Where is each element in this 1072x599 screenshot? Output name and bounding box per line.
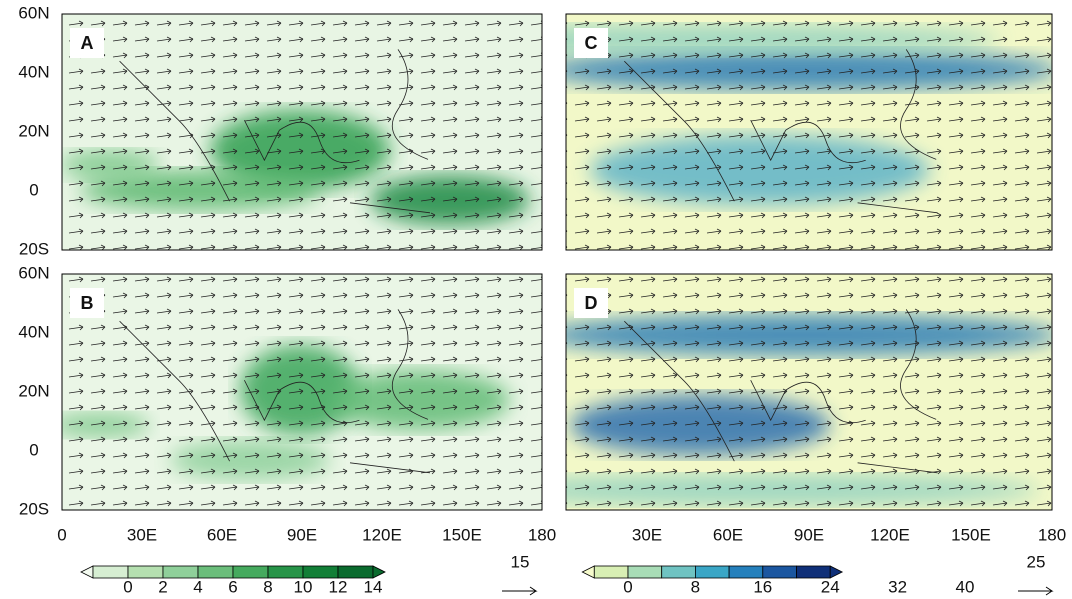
map-panel — [62, 274, 542, 510]
colorbar-segment — [162, 565, 199, 579]
x-tick-label: 90E — [794, 525, 824, 544]
colorbar-segment — [92, 565, 129, 579]
colorbar-segment — [267, 565, 304, 579]
y-tick-label: 20S — [19, 239, 49, 258]
wind-vectors — [566, 14, 1052, 250]
x-tick-label: 30E — [632, 525, 662, 544]
x-tick-label: 180 — [528, 525, 556, 544]
x-tick-label: 180 — [1038, 525, 1066, 544]
colorbar-segment — [197, 565, 234, 579]
colorbar-end — [581, 565, 595, 579]
colorbar-tick-label: 4 — [193, 577, 202, 596]
wind-vectors — [62, 14, 542, 250]
x-tick-label: 0 — [57, 525, 66, 544]
colorbar-segment — [695, 565, 730, 579]
map-frame — [61, 13, 543, 251]
colorbar-tick-label: 8 — [263, 577, 272, 596]
panel-label-box — [70, 288, 104, 318]
y-tick-label: 20N — [18, 381, 49, 400]
colorbar-segment — [762, 565, 797, 579]
x-tick-label: 120E — [870, 525, 910, 544]
map-frame — [565, 273, 1053, 511]
colorbar-segment — [728, 565, 764, 579]
map-panel — [566, 274, 1052, 510]
reference-vector-label: 15 — [511, 552, 530, 571]
colorbar-segment — [796, 565, 831, 579]
colorbar-tick-label: 32 — [888, 577, 907, 596]
colorbar-tick-label: 12 — [329, 577, 348, 596]
colorbar-tick-label: 6 — [228, 577, 237, 596]
colorbar-tick-label: 40 — [956, 577, 975, 596]
wind-vectors — [566, 274, 1052, 510]
x-tick-label: 30E — [127, 525, 157, 544]
colorbar-tick-label: 24 — [821, 577, 840, 596]
panel-label: B — [81, 293, 94, 313]
colorbar-tick-label: 16 — [753, 577, 772, 596]
colorbar-tick-label: 8 — [691, 577, 700, 596]
colorbar-tick-label: 14 — [364, 577, 383, 596]
colorbar-tick-label: 2 — [158, 577, 167, 596]
panel-label: C — [585, 33, 598, 53]
panel-label: D — [585, 293, 598, 313]
y-tick-label: 40N — [18, 62, 49, 81]
colorbar-segment — [627, 565, 663, 579]
x-tick-label: 90E — [287, 525, 317, 544]
x-tick-label: 60E — [713, 525, 743, 544]
colorbar-end — [829, 565, 844, 579]
map-panel — [62, 14, 542, 250]
x-tick-label: 120E — [362, 525, 402, 544]
y-tick-label: 0 — [29, 440, 38, 459]
y-tick-label: 60N — [18, 3, 49, 22]
panel-label-box — [574, 288, 608, 318]
colorbar-segment — [302, 565, 339, 579]
x-tick-label: 60E — [207, 525, 237, 544]
y-tick-label: 60N — [18, 263, 49, 282]
colorbar-segment — [593, 565, 629, 579]
reference-vector-label: 25 — [1027, 552, 1046, 571]
colorbar-tick-label: 0 — [123, 577, 132, 596]
x-tick-label: 150E — [442, 525, 482, 544]
panel-label-box — [574, 28, 608, 58]
map-panel — [566, 14, 1052, 250]
panel-label: A — [81, 33, 94, 53]
wind-vectors — [62, 274, 542, 510]
colorbar-end — [80, 565, 94, 579]
colorbar-segment — [337, 565, 374, 579]
reference-vector — [1018, 586, 1054, 596]
y-tick-label: 20S — [19, 499, 49, 518]
y-tick-label: 40N — [18, 322, 49, 341]
colorbar-segment — [232, 565, 269, 579]
map-frame — [565, 13, 1053, 251]
colorbar-tick-label: 0 — [623, 577, 632, 596]
colorbar-end — [372, 565, 386, 579]
map-frame — [61, 273, 543, 511]
reference-vector — [502, 586, 538, 596]
y-tick-label: 20N — [18, 121, 49, 140]
colorbar-segment — [127, 565, 164, 579]
x-tick-label: 150E — [951, 525, 991, 544]
y-tick-label: 0 — [29, 180, 38, 199]
colorbar-segment — [661, 565, 696, 579]
colorbar-tick-label: 10 — [294, 577, 313, 596]
panel-label-box — [70, 28, 104, 58]
